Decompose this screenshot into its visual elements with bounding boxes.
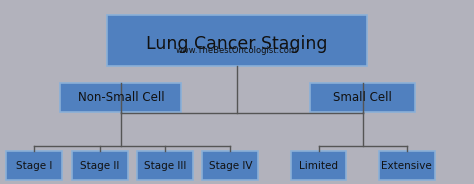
FancyBboxPatch shape: [379, 151, 435, 180]
FancyBboxPatch shape: [202, 151, 258, 180]
Text: Lung Cancer Staging: Lung Cancer Staging: [146, 35, 328, 52]
Text: Non-Small Cell: Non-Small Cell: [78, 91, 164, 104]
FancyBboxPatch shape: [72, 151, 128, 180]
Text: Stage II: Stage II: [80, 161, 119, 171]
FancyBboxPatch shape: [6, 151, 62, 180]
Text: Small Cell: Small Cell: [333, 91, 392, 104]
Text: www.TheBestOncologist.com: www.TheBestOncologist.com: [176, 46, 298, 55]
Text: Stage IV: Stage IV: [209, 161, 252, 171]
Text: Limited: Limited: [299, 161, 338, 171]
Text: Extensive: Extensive: [381, 161, 432, 171]
Text: Stage III: Stage III: [144, 161, 186, 171]
FancyBboxPatch shape: [291, 151, 346, 180]
FancyBboxPatch shape: [310, 83, 415, 112]
FancyBboxPatch shape: [61, 83, 181, 112]
FancyBboxPatch shape: [137, 151, 193, 180]
Text: Stage I: Stage I: [16, 161, 52, 171]
FancyBboxPatch shape: [107, 15, 367, 66]
